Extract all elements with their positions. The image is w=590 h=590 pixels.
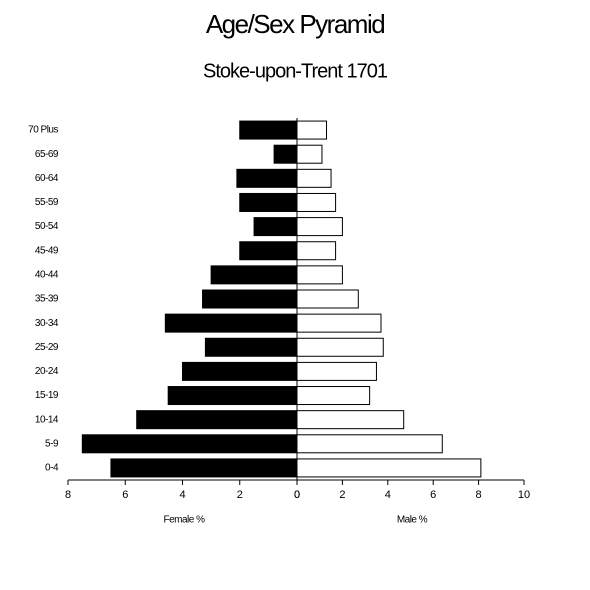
y-tick-label: 15-19	[35, 390, 59, 401]
x-tick-label: 2	[339, 489, 345, 501]
bar	[204, 337, 298, 357]
bar	[296, 120, 328, 140]
x-tick-label: 10	[518, 489, 530, 501]
bar	[296, 410, 405, 430]
bar	[296, 337, 384, 357]
bar	[136, 410, 298, 430]
bar	[239, 120, 298, 140]
y-tick-label: 35-39	[35, 294, 59, 305]
y-tick-label: 65-69	[35, 149, 59, 160]
y-tick-label: 70 Plus	[28, 125, 58, 136]
bar	[236, 168, 298, 188]
bar	[296, 192, 337, 212]
y-tick-label: 20-24	[35, 366, 59, 377]
x-tick-label: 0	[294, 489, 300, 501]
x-tick-label: 8	[476, 489, 482, 501]
x-tick-label: 6	[122, 489, 128, 501]
bar	[296, 361, 377, 381]
y-tick-label: 30-34	[35, 318, 59, 329]
chart-subtitle: Stoke-upon-Trent 1701	[203, 60, 388, 82]
x-axis-label-right: Male %	[397, 515, 428, 526]
x-tick-label: 4	[179, 489, 185, 501]
y-tick-label: 5-9	[45, 438, 59, 449]
bar	[202, 289, 298, 309]
bar	[210, 265, 298, 285]
bar	[253, 217, 298, 237]
bar	[296, 434, 443, 454]
bar	[110, 458, 298, 478]
bar	[296, 313, 382, 333]
bar	[81, 434, 298, 454]
bar	[296, 168, 332, 188]
x-tick-label: 6	[430, 489, 436, 501]
x-axis-label-left: Female %	[163, 515, 205, 526]
bar	[296, 289, 359, 309]
bar	[164, 313, 298, 333]
bar	[273, 144, 298, 164]
y-tick-label: 55-59	[35, 197, 59, 208]
y-tick-label: 45-49	[35, 245, 59, 256]
y-tick-label: 40-44	[35, 270, 59, 281]
bar	[296, 217, 343, 237]
x-tick-label: 2	[237, 489, 243, 501]
bar	[296, 144, 323, 164]
bar	[296, 265, 343, 285]
y-tick-label: 60-64	[35, 173, 59, 184]
bar	[296, 386, 371, 406]
y-tick-label: 0-4	[45, 463, 59, 474]
bar	[296, 241, 337, 261]
y-tick-label: 10-14	[35, 414, 59, 425]
x-tick-label: 0	[294, 489, 300, 501]
bar	[239, 241, 298, 261]
x-tick-label: 8	[65, 489, 71, 501]
bar	[167, 386, 298, 406]
y-tick-label: 50-54	[35, 221, 59, 232]
y-tick-label: 25-29	[35, 342, 59, 353]
x-tick-label: 4	[385, 489, 391, 501]
bar	[239, 192, 298, 212]
bar	[296, 458, 482, 478]
bar	[182, 361, 298, 381]
chart-title: Age/Sex Pyramid	[206, 9, 384, 39]
